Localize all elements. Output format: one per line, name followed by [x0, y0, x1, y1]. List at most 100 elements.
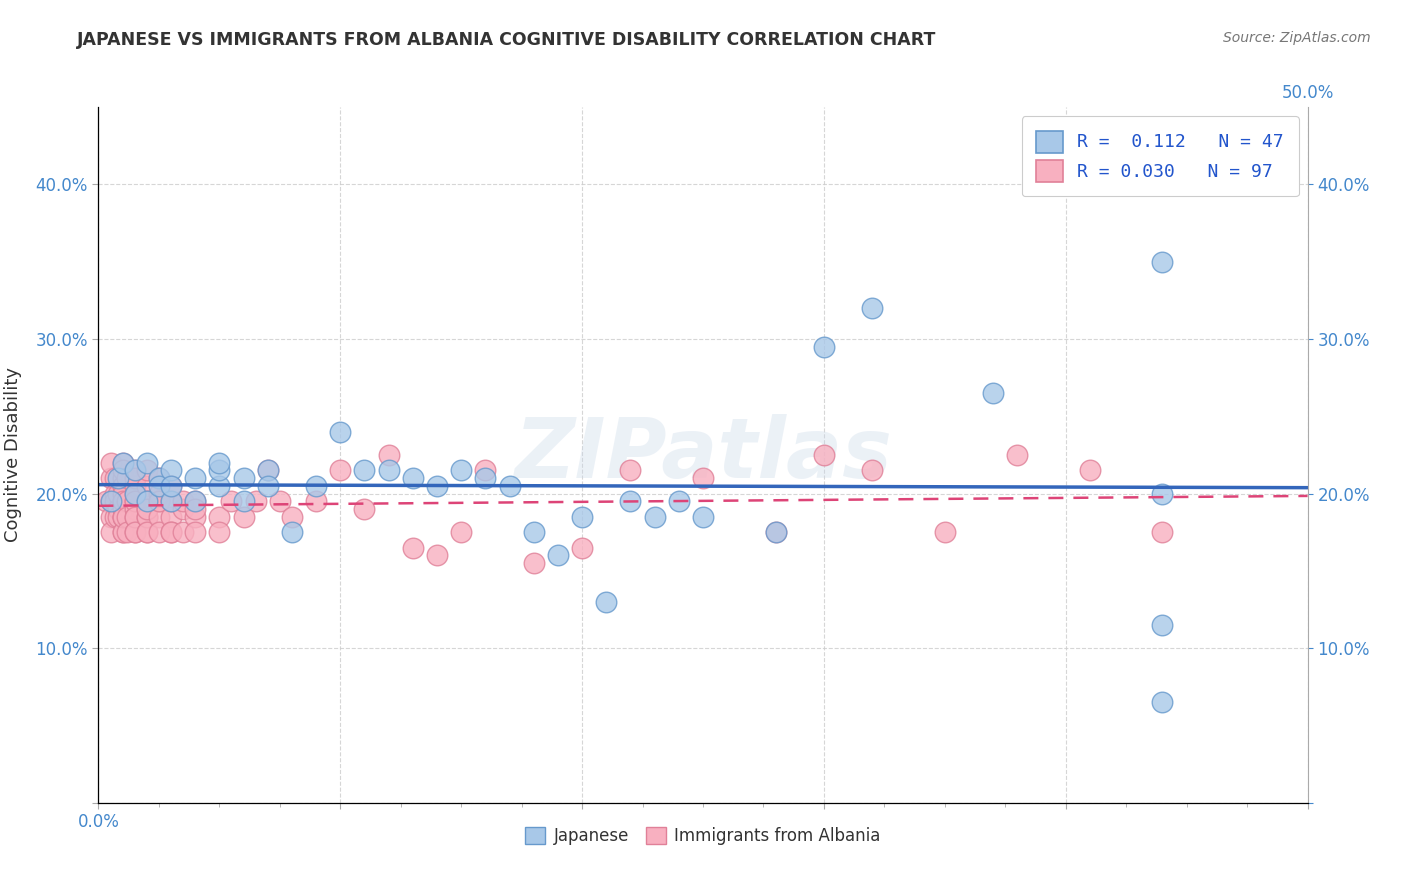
Point: [100, 494, 122, 508]
Point: [245, 494, 267, 508]
Point: [100, 525, 122, 540]
Point: [117, 494, 139, 508]
Point: [184, 494, 207, 508]
Point: [184, 502, 207, 516]
Point: [595, 595, 617, 609]
Point: [135, 502, 157, 516]
Point: [148, 494, 170, 508]
Point: [135, 494, 157, 508]
Point: [111, 509, 134, 524]
Point: [135, 509, 157, 524]
Point: [281, 509, 304, 524]
Point: [107, 502, 129, 516]
Point: [619, 494, 641, 508]
Point: [111, 463, 134, 477]
Point: [1152, 525, 1174, 540]
Point: [934, 525, 956, 540]
Point: [523, 556, 546, 570]
Point: [619, 463, 641, 477]
Point: [160, 479, 183, 493]
Point: [221, 494, 243, 508]
Point: [269, 494, 291, 508]
Point: [111, 509, 134, 524]
Point: [305, 494, 328, 508]
Point: [692, 471, 714, 485]
Point: [135, 525, 157, 540]
Point: [135, 502, 157, 516]
Point: [100, 471, 122, 485]
Point: [981, 386, 1004, 401]
Point: [765, 525, 787, 540]
Point: [160, 509, 183, 524]
Point: [160, 494, 183, 508]
Point: [184, 471, 207, 485]
Point: [111, 494, 134, 508]
Point: [523, 525, 546, 540]
Point: [377, 448, 399, 462]
Point: [124, 463, 146, 477]
Point: [160, 463, 183, 477]
Point: [208, 479, 231, 493]
Point: [208, 463, 231, 477]
Point: [571, 509, 593, 524]
Point: [124, 502, 146, 516]
Point: [160, 479, 183, 493]
Point: [117, 525, 139, 540]
Point: [100, 456, 122, 470]
Point: [172, 525, 194, 540]
Point: [1152, 486, 1174, 500]
Point: [426, 549, 449, 563]
Point: [172, 494, 194, 508]
Point: [124, 509, 146, 524]
Point: [813, 340, 835, 354]
Point: [1078, 463, 1101, 477]
Point: [184, 509, 207, 524]
Point: [111, 486, 134, 500]
Point: [124, 486, 146, 500]
Point: [860, 301, 883, 315]
Point: [148, 525, 170, 540]
Point: [111, 456, 134, 470]
Point: [305, 479, 328, 493]
Point: [124, 525, 146, 540]
Point: [100, 494, 122, 508]
Point: [184, 525, 207, 540]
Point: [124, 525, 146, 540]
Point: [329, 425, 352, 439]
Point: [111, 479, 134, 493]
Point: [117, 509, 139, 524]
Point: [111, 525, 134, 540]
Point: [160, 525, 183, 540]
Point: [208, 525, 231, 540]
Point: [148, 471, 170, 485]
Point: [148, 471, 170, 485]
Point: [232, 494, 254, 508]
Point: [148, 486, 170, 500]
Point: [474, 463, 496, 477]
Point: [104, 486, 127, 500]
Point: [353, 463, 375, 477]
Point: [402, 541, 425, 555]
Point: [111, 456, 134, 470]
Point: [160, 525, 183, 540]
Point: [124, 494, 146, 508]
Text: ZIPatlas: ZIPatlas: [515, 415, 891, 495]
Point: [124, 463, 146, 477]
Point: [111, 525, 134, 540]
Point: [281, 525, 304, 540]
Point: [148, 494, 170, 508]
Point: [256, 463, 278, 477]
Point: [135, 479, 157, 493]
Point: [124, 494, 146, 508]
Point: [353, 502, 375, 516]
Point: [450, 525, 472, 540]
Point: [692, 509, 714, 524]
Point: [571, 541, 593, 555]
Point: [813, 448, 835, 462]
Point: [329, 463, 352, 477]
Point: [104, 509, 127, 524]
Point: [124, 471, 146, 485]
Point: [124, 509, 146, 524]
Legend: Japanese, Immigrants from Albania: Japanese, Immigrants from Albania: [517, 819, 889, 854]
Point: [402, 471, 425, 485]
